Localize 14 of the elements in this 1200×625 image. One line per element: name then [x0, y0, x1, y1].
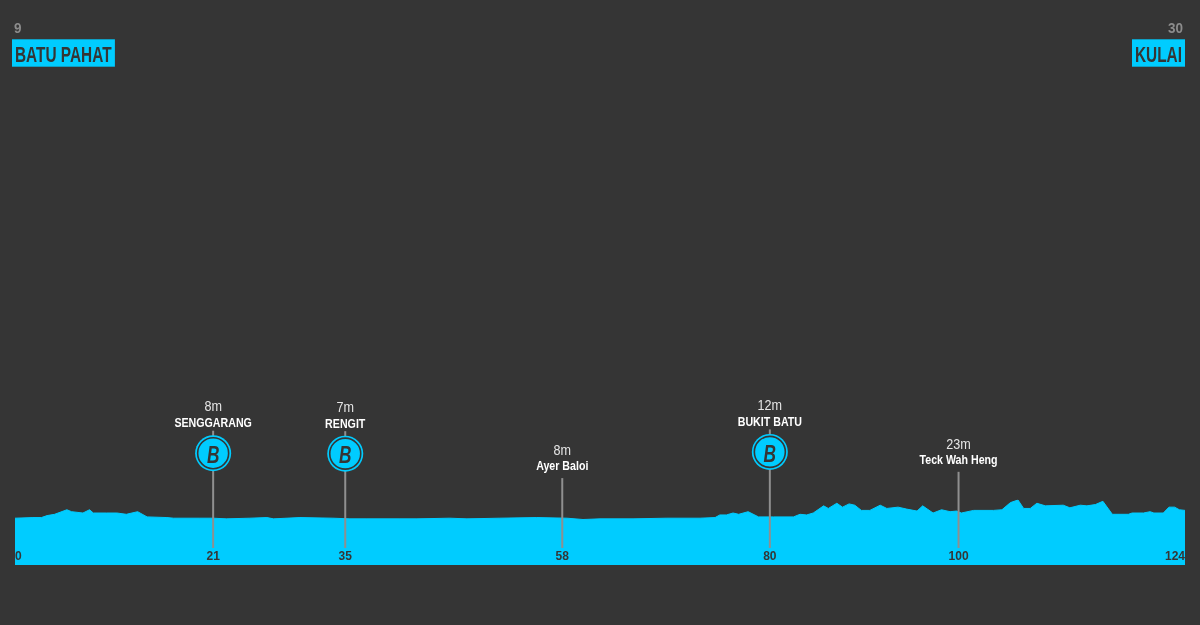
ref-line-label: 8m SENGGARANG B: [174, 398, 252, 468]
ref-line-label: 12m BUKIT BATU B: [737, 397, 802, 467]
x-tick-label: 124: [1164, 549, 1186, 563]
text: 30 KULAI: [1135, 19, 1184, 67]
text: 9 BATU PAHAT: [14, 19, 112, 67]
ref-line-label: 23m Teck Wah Heng: [919, 435, 998, 468]
ref-line-label: 7m RENGIT B: [325, 399, 367, 468]
x-tick-label: 80: [763, 549, 777, 563]
ref-line-label: 8m Ayer Baloi: [536, 442, 589, 474]
x-tick-label: 35: [338, 549, 353, 563]
x-tick-label: 0: [15, 549, 22, 563]
x-tick-label: 100: [948, 549, 969, 563]
x-tick-label: 58: [555, 549, 570, 563]
x-tick-label: 21: [206, 549, 221, 563]
